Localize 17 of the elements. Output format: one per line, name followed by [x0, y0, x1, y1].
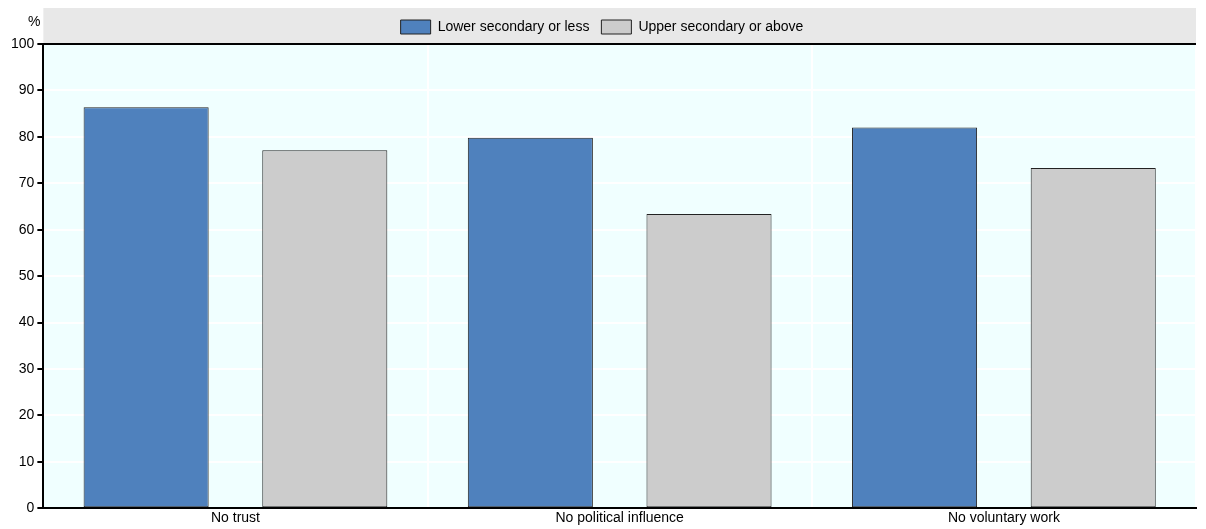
- y-tick-label: 40: [18, 313, 35, 330]
- y-tick-label: 60: [18, 220, 35, 237]
- y-tick-label: 50: [18, 266, 35, 283]
- x-tick-label: No voluntary work: [947, 509, 1061, 526]
- y-tick-label: 80: [18, 127, 35, 144]
- y-tick-label: 30: [18, 359, 35, 376]
- y-axis-title: %: [28, 12, 41, 29]
- y-tick-label: 70: [18, 174, 35, 191]
- y-tick-label: 20: [18, 406, 35, 423]
- y-tick-label: 0: [26, 499, 35, 516]
- y-tick-label: 10: [18, 452, 35, 469]
- legend-label: Upper secondary or above: [638, 17, 804, 34]
- legend-label: Lower secondary or less: [437, 17, 590, 34]
- y-tick-label: 90: [18, 81, 35, 98]
- x-tick-label: No trust: [210, 509, 261, 526]
- x-tick-label: No political influence: [555, 509, 685, 526]
- y-tick-label: 100: [11, 34, 35, 51]
